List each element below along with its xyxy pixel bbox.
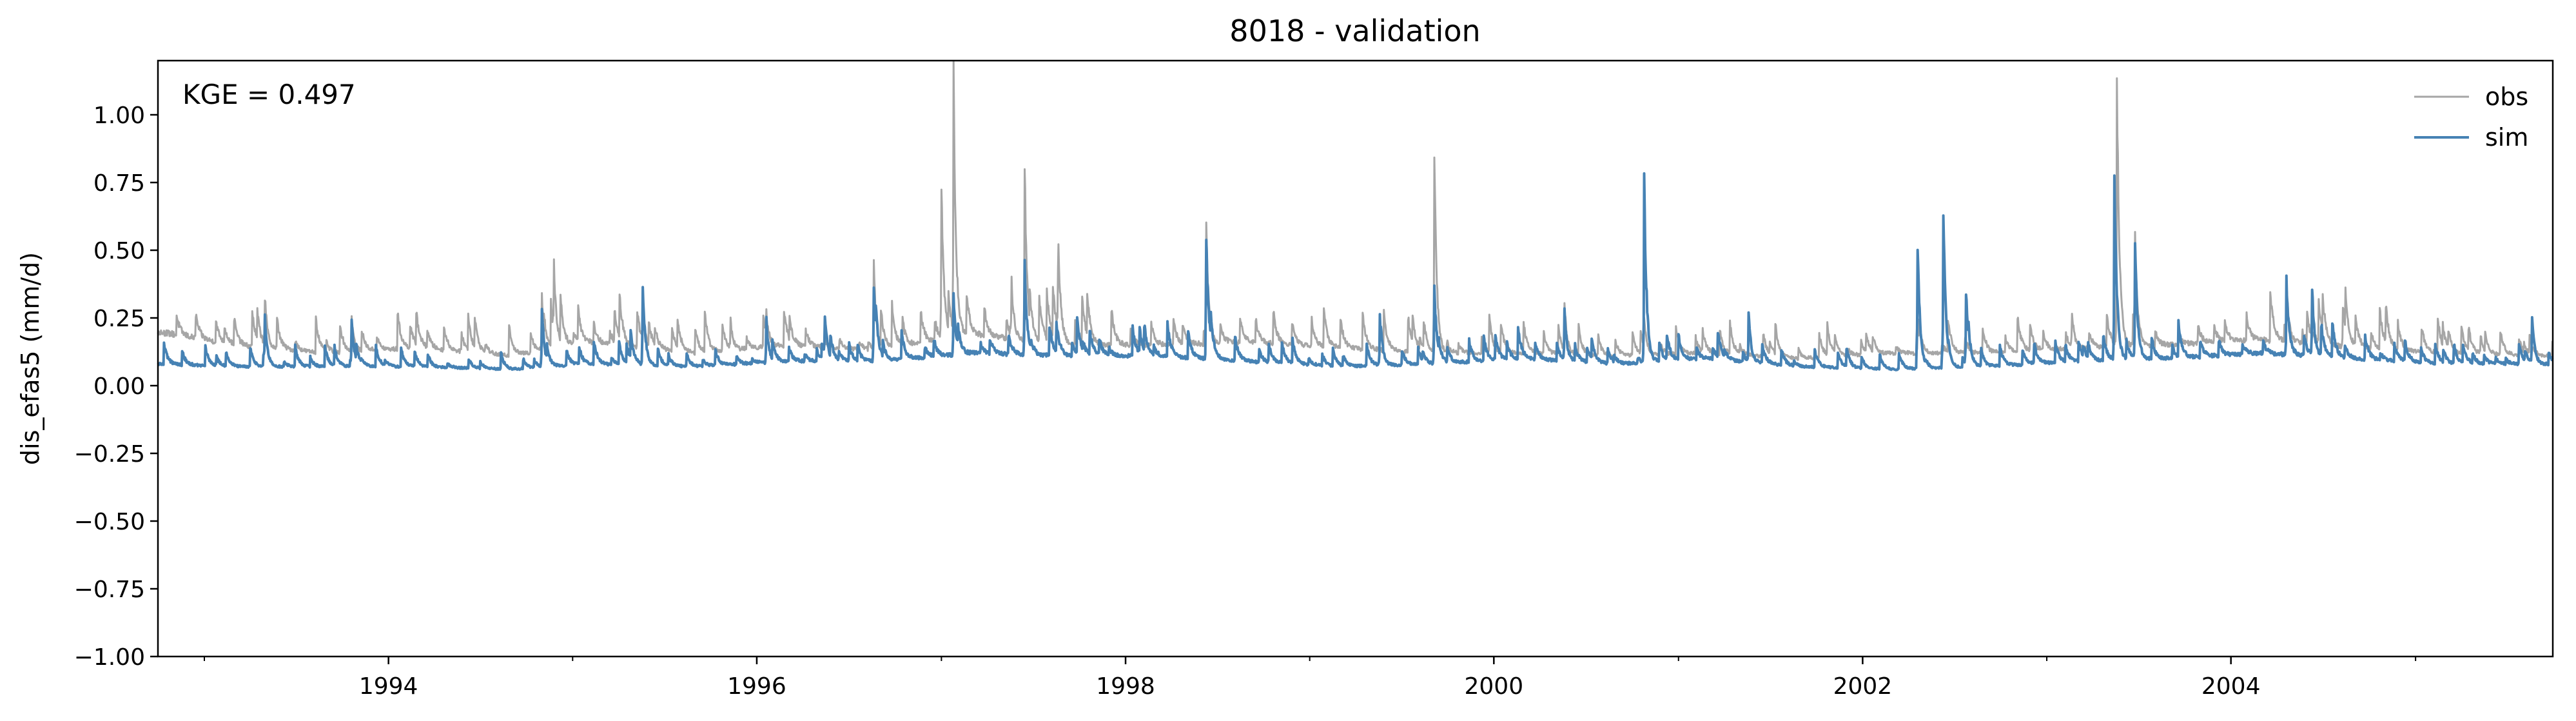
y-tick-label: −0.50 — [74, 509, 145, 535]
y-tick-label: 1.00 — [93, 103, 145, 129]
x-axis: 1994 1996 1998 2000 2002 2004 — [203, 657, 2417, 700]
y-tick-label: 0.75 — [93, 170, 145, 197]
y-tick-label: 0.00 — [93, 373, 145, 400]
chart-title: 8018 - validation — [1229, 14, 1480, 48]
legend: obs sim — [2414, 83, 2528, 152]
x-tick-label: 2004 — [2201, 673, 2261, 700]
plot-series-group — [157, 60, 2554, 371]
y-tick-label: 0.50 — [93, 238, 145, 264]
x-tick-label: 2002 — [1833, 673, 1893, 700]
x-tick-label: 1996 — [727, 673, 786, 700]
y-tick-label: −1.00 — [74, 644, 145, 671]
kge-annotation: KGE = 0.497 — [182, 79, 356, 110]
x-tick-label: 1998 — [1096, 673, 1155, 700]
x-tick-label: 1994 — [359, 673, 418, 700]
y-axis-title: dis_efas5 (mm/d) — [16, 252, 44, 465]
plot-frame — [157, 59, 2554, 658]
y-tick-label: 0.25 — [93, 306, 145, 332]
series-line-sim — [157, 172, 2554, 371]
y-tick-label: −0.75 — [74, 577, 145, 603]
x-tick-label: 2000 — [1465, 673, 1524, 700]
y-axis: −1.00 −0.75 −0.50 −0.25 0.00 0.25 0.50 0.75 1.00 — [74, 103, 158, 671]
legend-label-obs: obs — [2485, 83, 2528, 111]
y-tick-label: −0.25 — [74, 441, 145, 468]
legend-label-sim: sim — [2485, 123, 2528, 152]
